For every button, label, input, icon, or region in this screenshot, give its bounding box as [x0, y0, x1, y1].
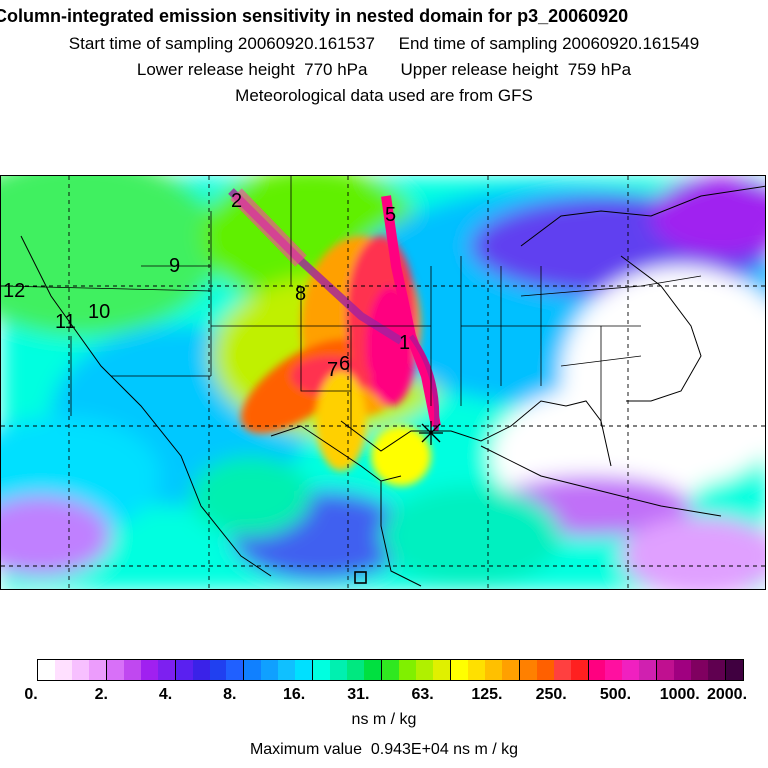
color-scale-swatch: [88, 660, 107, 680]
color-scale-tick-label: 8.: [223, 686, 237, 703]
color-scale-swatch: [313, 660, 331, 680]
color-scale-tick-label: 0.: [24, 686, 38, 703]
color-scale-swatch: [157, 660, 176, 680]
color-scale-swatch: [519, 660, 537, 680]
color-scale-tick-label: 2.: [94, 686, 108, 703]
color-scale-swatch: [226, 660, 245, 680]
cluster-label: 11: [55, 311, 76, 333]
color-scale-swatch: [38, 660, 55, 680]
color-scale-swatch: [415, 660, 433, 680]
met-data-source: Meteorological data used are from GFS: [235, 86, 533, 105]
color-scale-swatch: [467, 660, 485, 680]
color-scale-tick-label: 1000.: [659, 686, 700, 703]
plot-title: Column-integrated emission sensitivity i…: [0, 6, 629, 26]
color-scale-swatch: [432, 660, 451, 680]
maximum-value: Maximum value 0.943E+04 ns m / kg: [249, 741, 519, 758]
high-sensitivity-plume: [241, 236, 431, 486]
color-scale-tick-label: 16.: [282, 686, 306, 703]
color-scale-swatch: [278, 660, 296, 680]
color-scale-swatch: [605, 660, 623, 680]
color-scale-tick-label: 250.: [535, 686, 567, 703]
color-scale-tick-label: 4.: [158, 686, 173, 703]
color-scale-swatch: [382, 660, 400, 680]
sampling-times: Start time of sampling 20060920.161537 E…: [68, 34, 700, 53]
color-scale-swatch: [192, 660, 210, 680]
color-scale-swatch: [657, 660, 675, 680]
color-scale-swatch: [639, 660, 658, 680]
color-scale-swatch: [588, 660, 606, 680]
receptor-square-marker: [354, 571, 367, 584]
color-scale-tick-label: 500.: [599, 686, 632, 703]
color-scale-swatch: [209, 660, 227, 680]
color-scale-units: ns m / kg: [351, 711, 417, 728]
color-scale-swatch: [54, 660, 72, 680]
cluster-label: 2: [231, 190, 242, 212]
color-scale-swatch: [622, 660, 640, 680]
cluster-label: 6: [339, 353, 350, 375]
color-scale-swatch: [295, 660, 314, 680]
cluster-label: 10: [88, 301, 110, 323]
color-scale-swatch: [261, 660, 279, 680]
color-scale-swatch: [674, 660, 692, 680]
cluster-label: 8: [295, 283, 306, 305]
color-scale-swatch: [106, 660, 124, 680]
color-scale-swatch: [399, 660, 416, 680]
color-scale-swatch: [570, 660, 589, 680]
color-scale-swatch: [450, 660, 468, 680]
color-scale-swatch: [330, 660, 348, 680]
sensitivity-map: 2 5 9 12 8 11 10 1 7 6: [0, 175, 766, 590]
color-scale-swatch: [123, 660, 141, 680]
color-scale-swatch: [347, 660, 365, 680]
cluster-label: 5: [385, 204, 396, 226]
color-scale-swatch: [536, 660, 554, 680]
color-scale-swatch: [140, 660, 158, 680]
cluster-label: 7: [327, 359, 338, 381]
color-scale-swatch: [175, 660, 193, 680]
color-scale-swatch: [553, 660, 571, 680]
cluster-label: 12: [3, 280, 25, 302]
color-scale-swatch: [708, 660, 727, 680]
color-scale-tick-label: 2000.: [706, 686, 748, 703]
color-scale-swatch: [244, 660, 262, 680]
color-scale-swatch: [726, 660, 744, 680]
cluster-label: 9: [169, 255, 180, 277]
color-scale-tick-label: 31.: [347, 686, 370, 703]
release-site-marker: [419, 421, 443, 445]
color-scale-tick-label: 125.: [471, 686, 503, 703]
color-scale-swatch: [71, 660, 89, 680]
cluster-label: 1: [399, 332, 410, 354]
color-scale-swatch: [501, 660, 520, 680]
release-heights: Lower release height 770 hPa Upper relea…: [136, 60, 632, 79]
color-scale-swatch: [691, 660, 709, 680]
color-scale-swatch: [484, 660, 502, 680]
color-scale-swatch: [364, 660, 383, 680]
color-scale-tick-label: 63.: [411, 686, 434, 703]
color-scale-bar: [37, 659, 744, 681]
